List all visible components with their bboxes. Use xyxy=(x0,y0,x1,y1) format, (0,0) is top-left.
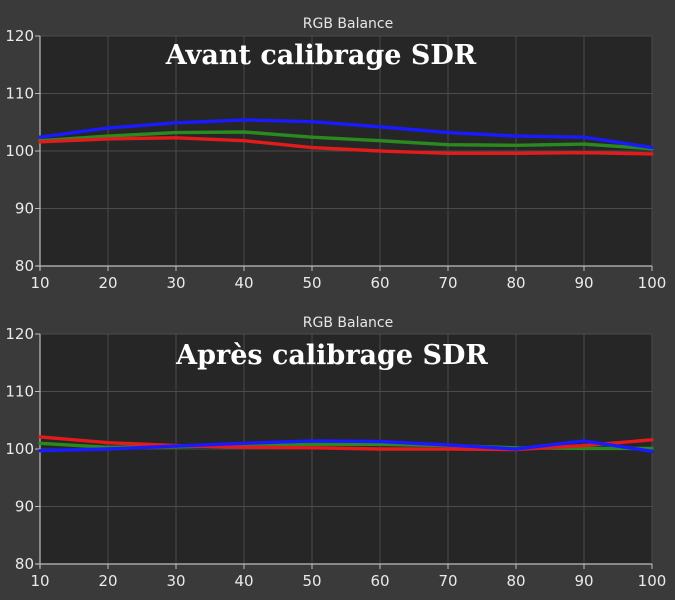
x-tick-label: 40 xyxy=(234,572,253,590)
x-tick-label: 30 xyxy=(166,572,185,590)
x-tick-label: 10 xyxy=(30,274,49,292)
y-tick-label: 100 xyxy=(5,142,34,160)
series-line xyxy=(38,118,654,150)
chart-before-calibration: RGB Balance 80 90 100 110 120 10 20 30 40 50 60 70 80… xyxy=(5,16,666,292)
y-tick-label: 80 xyxy=(15,257,34,275)
series-line xyxy=(38,435,654,452)
x-tick-label: 100 xyxy=(638,572,667,590)
y-tick-label: 80 xyxy=(15,555,34,573)
y-tick-label: 110 xyxy=(5,383,34,401)
y-tick-label: 90 xyxy=(15,498,34,516)
x-tick-label: 100 xyxy=(638,274,667,292)
chart-after-calibration: RGB Balance 80 90 100 110 120 10 20 30 40 50 60 70 80… xyxy=(5,315,666,590)
y-tick-label: 120 xyxy=(5,325,34,343)
series-line xyxy=(38,439,654,453)
x-tick-label: 30 xyxy=(166,274,185,292)
series-line xyxy=(38,130,654,151)
x-tick-label: 80 xyxy=(506,274,525,292)
x-tick-label: 70 xyxy=(438,274,457,292)
x-tick-label: 50 xyxy=(302,572,321,590)
x-tick-label: 10 xyxy=(30,572,49,590)
overlay-annotation: Après calibrage SDR xyxy=(175,340,488,371)
x-tick-label: 40 xyxy=(234,274,253,292)
y-tick-label: 90 xyxy=(15,200,34,218)
x-tick-label: 90 xyxy=(574,572,593,590)
x-tick-label: 80 xyxy=(506,572,525,590)
x-tick-label: 20 xyxy=(98,274,117,292)
y-tick-label: 120 xyxy=(5,27,34,45)
x-tick-label: 90 xyxy=(574,274,593,292)
x-tick-label: 70 xyxy=(438,572,457,590)
x-tick-label: 60 xyxy=(370,274,389,292)
y-tick-label: 100 xyxy=(5,440,34,458)
x-tick-label: 20 xyxy=(98,572,117,590)
chart-title: RGB Balance xyxy=(303,315,393,331)
y-tick-label: 110 xyxy=(5,85,34,103)
chart-title: RGB Balance xyxy=(303,16,393,32)
x-tick-label: 60 xyxy=(370,572,389,590)
series-line xyxy=(38,136,654,156)
x-tick-label: 50 xyxy=(302,274,321,292)
overlay-annotation: Avant calibrage SDR xyxy=(165,40,477,71)
